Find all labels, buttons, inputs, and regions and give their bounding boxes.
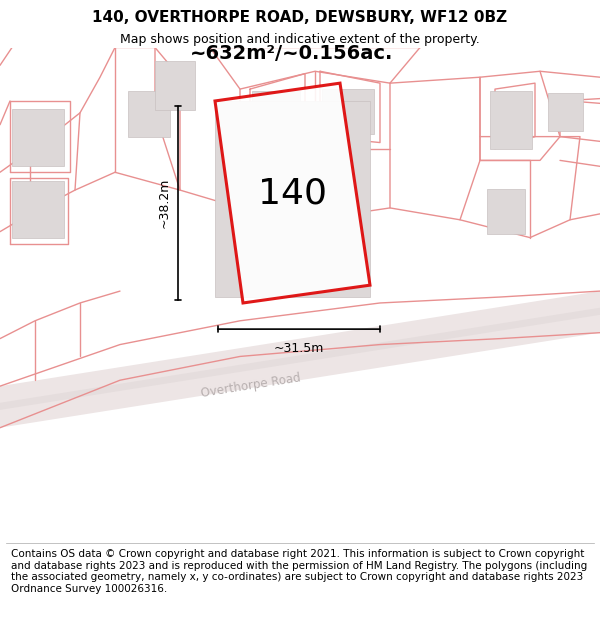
Bar (487, 189, 525, 234)
Bar (252, 91, 300, 134)
Bar (322, 89, 374, 134)
Polygon shape (215, 83, 370, 303)
Polygon shape (0, 291, 600, 428)
Text: 140: 140 (257, 176, 326, 210)
Bar (155, 61, 195, 111)
Polygon shape (0, 308, 600, 410)
Text: Contains OS data © Crown copyright and database right 2021. This information is : Contains OS data © Crown copyright and d… (11, 549, 587, 594)
Text: 140, OVERTHORPE ROAD, DEWSBURY, WF12 0BZ: 140, OVERTHORPE ROAD, DEWSBURY, WF12 0BZ (92, 9, 508, 24)
Text: Overthorpe Road: Overthorpe Road (200, 372, 302, 401)
Bar (215, 101, 370, 297)
Text: Map shows position and indicative extent of the property.: Map shows position and indicative extent… (120, 33, 480, 46)
Text: ~31.5m: ~31.5m (274, 342, 324, 354)
Bar (12, 109, 64, 166)
Bar (548, 92, 583, 131)
Text: ~38.2m: ~38.2m (157, 178, 170, 228)
Bar (12, 181, 64, 238)
Bar (490, 91, 532, 149)
Bar (128, 91, 170, 137)
Text: ~632m²/~0.156ac.: ~632m²/~0.156ac. (190, 44, 394, 63)
